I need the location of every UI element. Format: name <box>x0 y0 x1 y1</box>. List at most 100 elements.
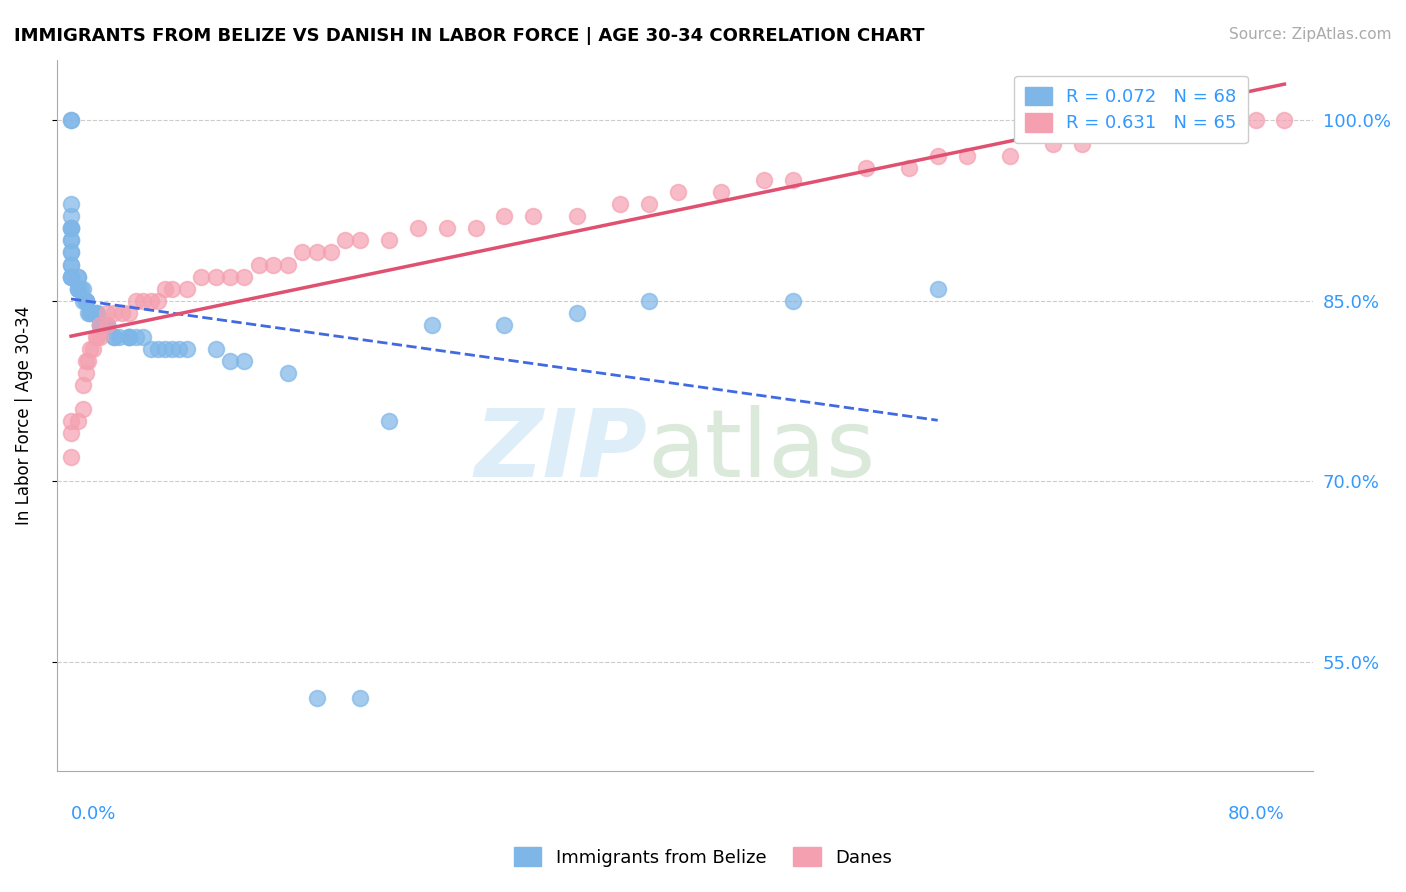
Point <box>233 269 256 284</box>
Point <box>494 318 516 332</box>
Point <box>754 173 776 187</box>
Point <box>75 293 97 308</box>
Point <box>782 173 804 187</box>
Point <box>464 221 486 235</box>
Point <box>522 209 544 223</box>
Point <box>153 282 176 296</box>
Point <box>96 318 118 332</box>
Point <box>349 691 371 706</box>
Point <box>86 306 108 320</box>
Point <box>60 245 83 260</box>
Point <box>305 245 328 260</box>
Point <box>565 209 588 223</box>
Point <box>132 293 155 308</box>
Legend: R = 0.072   N = 68, R = 0.631   N = 65: R = 0.072 N = 68, R = 0.631 N = 65 <box>1014 76 1247 144</box>
Point <box>60 221 83 235</box>
Text: 0.0%: 0.0% <box>72 805 117 823</box>
Point <box>60 258 83 272</box>
Point <box>89 318 111 332</box>
Point <box>77 354 100 368</box>
Point <box>998 149 1021 163</box>
Text: IMMIGRANTS FROM BELIZE VS DANISH IN LABOR FORCE | AGE 30-34 CORRELATION CHART: IMMIGRANTS FROM BELIZE VS DANISH IN LABO… <box>14 27 925 45</box>
Point <box>233 354 256 368</box>
Point <box>82 306 104 320</box>
Point <box>955 149 977 163</box>
Point <box>277 366 299 380</box>
Point <box>118 306 141 320</box>
Point <box>146 293 169 308</box>
Point <box>103 330 125 344</box>
Point <box>666 185 689 199</box>
Point <box>60 209 83 223</box>
Point <box>70 282 93 296</box>
Point <box>710 185 733 199</box>
Point <box>72 402 94 417</box>
Point <box>60 112 83 127</box>
Point <box>60 269 83 284</box>
Point <box>75 366 97 380</box>
Point <box>420 318 443 332</box>
Point <box>60 258 83 272</box>
Point <box>89 318 111 332</box>
Point <box>79 306 101 320</box>
Point <box>927 149 949 163</box>
Point <box>160 342 183 356</box>
Point <box>855 161 877 175</box>
Point <box>118 330 141 344</box>
Point <box>125 293 148 308</box>
Point <box>494 209 516 223</box>
Point <box>139 342 162 356</box>
Point <box>637 293 659 308</box>
Point <box>60 221 83 235</box>
Point <box>60 197 83 211</box>
Point <box>637 197 659 211</box>
Point <box>96 318 118 332</box>
Point <box>60 269 83 284</box>
Point <box>67 282 90 296</box>
Point <box>107 330 129 344</box>
Point <box>132 330 155 344</box>
Point <box>176 282 198 296</box>
Point <box>67 414 90 428</box>
Point <box>75 293 97 308</box>
Point <box>160 282 183 296</box>
Point <box>1274 112 1296 127</box>
Point <box>305 691 328 706</box>
Point <box>89 330 111 344</box>
Point <box>60 234 83 248</box>
Point <box>84 306 107 320</box>
Point <box>96 318 118 332</box>
Point <box>125 330 148 344</box>
Point <box>89 318 111 332</box>
Point <box>378 234 401 248</box>
Point <box>103 330 125 344</box>
Point <box>277 258 299 272</box>
Point <box>60 245 83 260</box>
Point <box>118 330 141 344</box>
Point <box>1215 112 1237 127</box>
Point <box>1099 125 1122 139</box>
Point <box>1187 112 1209 127</box>
Point <box>219 269 242 284</box>
Point <box>67 282 90 296</box>
Point <box>96 318 118 332</box>
Text: Source: ZipAtlas.com: Source: ZipAtlas.com <box>1229 27 1392 42</box>
Point <box>75 293 97 308</box>
Point <box>247 258 270 272</box>
Point <box>60 450 83 465</box>
Point <box>77 306 100 320</box>
Point <box>60 426 83 441</box>
Point <box>609 197 631 211</box>
Point <box>91 318 114 332</box>
Point <box>176 342 198 356</box>
Point <box>84 330 107 344</box>
Point <box>349 234 371 248</box>
Point <box>927 282 949 296</box>
Point <box>1071 136 1094 151</box>
Point <box>190 269 212 284</box>
Point <box>60 112 83 127</box>
Point <box>319 245 342 260</box>
Point <box>291 245 314 260</box>
Point <box>406 221 429 235</box>
Text: 80.0%: 80.0% <box>1227 805 1285 823</box>
